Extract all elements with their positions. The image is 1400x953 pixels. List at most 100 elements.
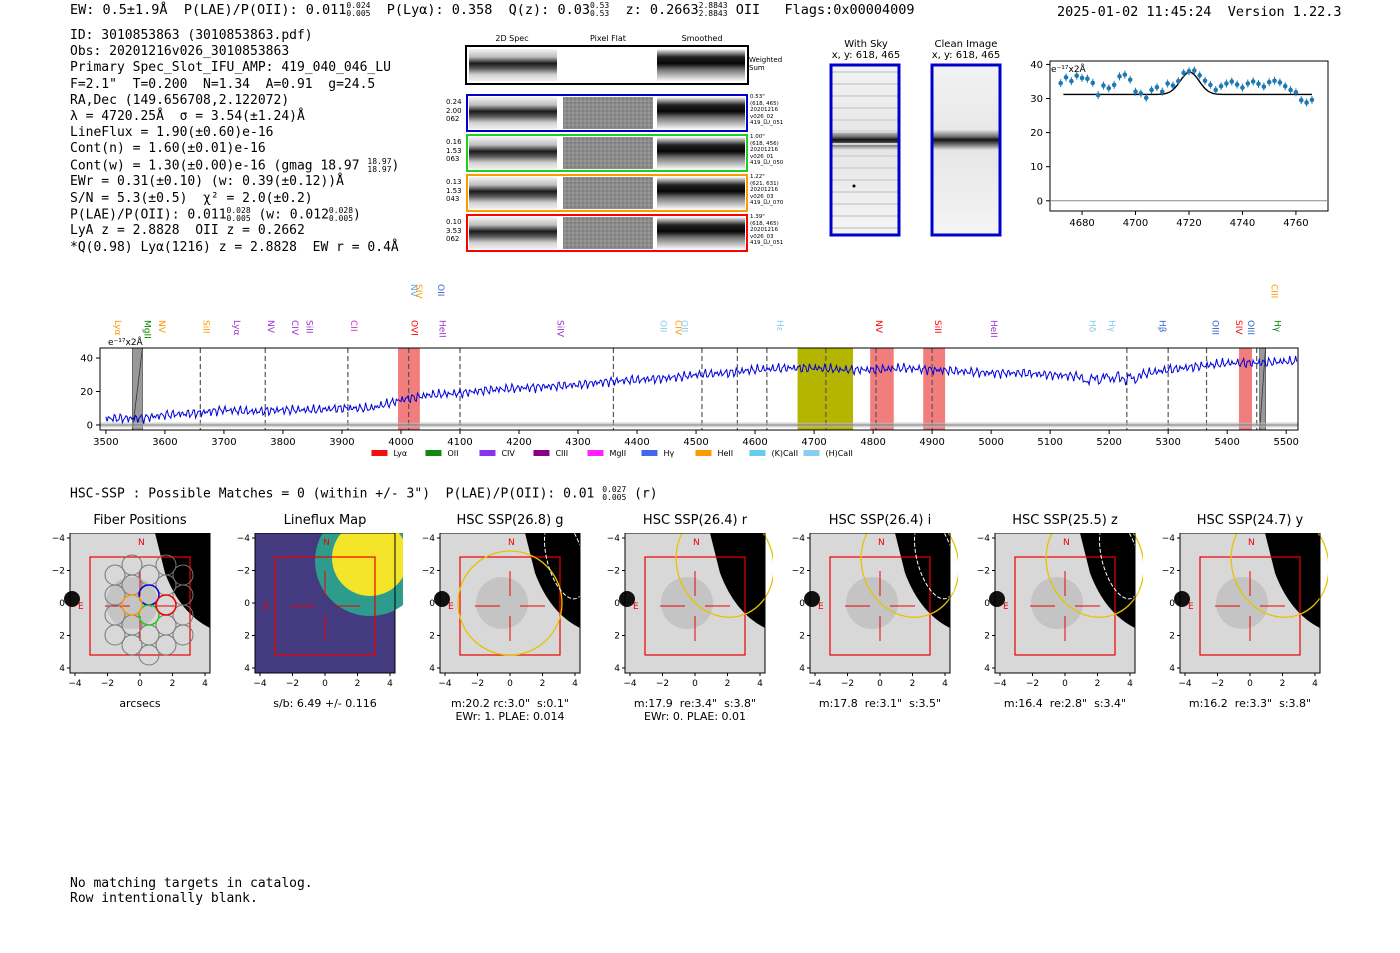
spec-flux-line	[105, 355, 1298, 425]
with-sky-image	[829, 63, 901, 237]
spec-legend-swatch	[587, 450, 604, 456]
info-plae-lo: 0.005	[226, 213, 251, 223]
fit-data-point	[1256, 81, 1261, 87]
hsc-ytick-label: −4	[792, 534, 806, 544]
hsc-ytick-label: −2	[422, 567, 435, 577]
hsc-ytick-label: 2	[59, 632, 65, 642]
fit-data-point	[1127, 77, 1133, 83]
hsc-east-label: E	[818, 602, 824, 612]
spec-xtick-label: 3600	[152, 437, 177, 448]
hsc-caption-line1: m:16.2 re:3.3" s:3.8"	[1188, 697, 1312, 710]
lineflux-core	[332, 533, 403, 596]
spec-xtick-label: 4400	[624, 437, 649, 448]
spec-line-label: SiII	[932, 320, 942, 334]
spec-line-label: NV	[265, 320, 275, 334]
hsc-ytick-label: −2	[237, 567, 250, 577]
info-contw: Cont(w) = 1.30(±0.00)e-16 (gmag 18.97	[70, 158, 360, 174]
hsc-target-glow	[1031, 577, 1083, 629]
hsc-ytick-label: −2	[52, 567, 65, 577]
hsc-ytick-label: −2	[977, 567, 990, 577]
fiber-frame	[466, 174, 748, 212]
spec-legend-label: MgII	[609, 449, 626, 458]
hsc-caption-line1: m:16.4 re:2.8" s:3.4"	[1003, 697, 1127, 710]
fiber-circle	[138, 644, 160, 666]
fiber-smoothed	[657, 217, 745, 249]
hsc-dashed-ellipse	[1098, 533, 1142, 600]
fiber-pixelflat	[563, 137, 653, 169]
col-title-pixelflat: Pixel Flat	[590, 34, 626, 43]
hsc-ytick-label: 4	[59, 664, 65, 674]
fiber-circle-red	[155, 594, 177, 616]
hsc-ytick-label: −4	[422, 534, 436, 544]
fiber-meta-left: 0.10 3.53 062	[446, 218, 462, 243]
hsc-east-label: E	[633, 602, 639, 612]
fit-data-point	[1224, 81, 1229, 86]
info-block: ID: 3010853863 (3010853863.pdf) Obs: 202…	[70, 28, 399, 256]
catalog-note: No matching targets in catalog. Row inten…	[70, 876, 313, 906]
spec-yscale-label: e⁻¹⁷x2Å	[108, 336, 144, 348]
spec-line-label: NV	[873, 320, 883, 334]
timestamp: 2025-01-02 11:45:24	[1057, 4, 1212, 20]
hsc-panel-caption: arcsecs	[50, 697, 230, 710]
spec-xtick-label: 4900	[919, 437, 944, 448]
spec-xtick-label: 3800	[270, 437, 295, 448]
fit-ytick-label: 20	[1030, 128, 1043, 139]
hsc-caption-line1: m:17.8 re:3.1" s:3.5"	[818, 697, 942, 710]
clean-title: Clean Image x, y: 618, 465	[926, 39, 1006, 61]
hsc-ytick-label: −4	[977, 534, 991, 544]
hsc-panel-caption: m:16.4 re:2.8" s:3.4"	[975, 697, 1155, 710]
weighted-sum-label: Weighted Sum	[749, 56, 783, 72]
spec-xtick-label: 4500	[683, 437, 708, 448]
spec-band-red	[923, 348, 946, 430]
hsc-xtick-label: −4	[808, 679, 822, 689]
fit-data-point	[1298, 97, 1304, 103]
spec-legend-label: (H)CaII	[825, 449, 852, 458]
hsc-ytick-label: 2	[429, 632, 435, 642]
hsc-summary-lo: 0.005	[602, 493, 627, 502]
header-z: z: 0.2663	[625, 2, 699, 18]
fiber-frame	[466, 214, 748, 252]
hsc-panel-title: HSC SSP(26.8) g	[456, 513, 564, 528]
spec-xtick-label: 5300	[1155, 437, 1180, 448]
fiber-pixelflat	[563, 177, 653, 209]
catalog-note-line1: No matching targets in catalog.	[70, 876, 313, 891]
info-contw-lo: 18.97	[367, 164, 392, 174]
hsc-xtick-label: 0	[877, 679, 883, 689]
hsc-source-ellipse	[860, 533, 958, 618]
fiber-meta-left: 0.16 1.53 063	[446, 138, 462, 163]
hsc-ytick-label: 0	[244, 599, 250, 609]
info-lya: LyA z = 2.8828 OII z = 0.2662	[70, 223, 305, 239]
fit-data-point	[1149, 87, 1154, 93]
hsc-xtick-label: 0	[692, 679, 698, 689]
hsc-ytick-label: 0	[614, 599, 620, 609]
hsc-ytick-label: −4	[52, 534, 66, 544]
hsc-xtick-label: 4	[387, 679, 393, 689]
spec-xtick-label: 5200	[1096, 437, 1121, 448]
info-ewr: EWr = 0.31(±0.10) (w: 0.39(±0.12))Å	[70, 174, 344, 190]
spec-legend-label: HeII	[717, 449, 733, 458]
hsc-north-label: N	[1248, 538, 1255, 548]
hsc-xtick-label: 0	[1062, 679, 1068, 689]
hsc-xtick-label: 4	[1127, 679, 1133, 689]
hsc-ytick-label: 4	[244, 664, 250, 674]
hsc-xtick-label: 4	[1312, 679, 1318, 689]
header-z-lo: 2.8843	[698, 9, 728, 18]
hsc-dashed-ellipse	[543, 533, 587, 600]
hsc-source-ellipse	[457, 550, 563, 656]
header-q-lo: 0.53	[589, 9, 610, 18]
fit-data-point	[1288, 87, 1293, 93]
spec-line-label: MgII	[141, 320, 151, 339]
hsc-xtick-label: 0	[507, 679, 513, 689]
hsc-xtick-label: −2	[1211, 679, 1224, 689]
hsc-aperture-box	[829, 556, 931, 656]
hsc-north-label: N	[1063, 538, 1070, 548]
spec-xtick-label: 4800	[860, 437, 885, 448]
spec-legend-label: Lyα	[393, 449, 407, 458]
info-plae-w-err: 0.028 0.005	[329, 206, 353, 223]
hsc-target-glow	[106, 577, 158, 629]
hsc-xtick-label: −4	[993, 679, 1007, 689]
hsc-east-label: E	[263, 602, 269, 612]
info-lineflux: LineFlux = 1.90(±0.60)e-16	[70, 125, 274, 141]
fiber-meta-right: 0.53" (618, 465) 20201216 v026_02 419_LU…	[750, 94, 784, 126]
fit-data-point	[1176, 78, 1181, 84]
